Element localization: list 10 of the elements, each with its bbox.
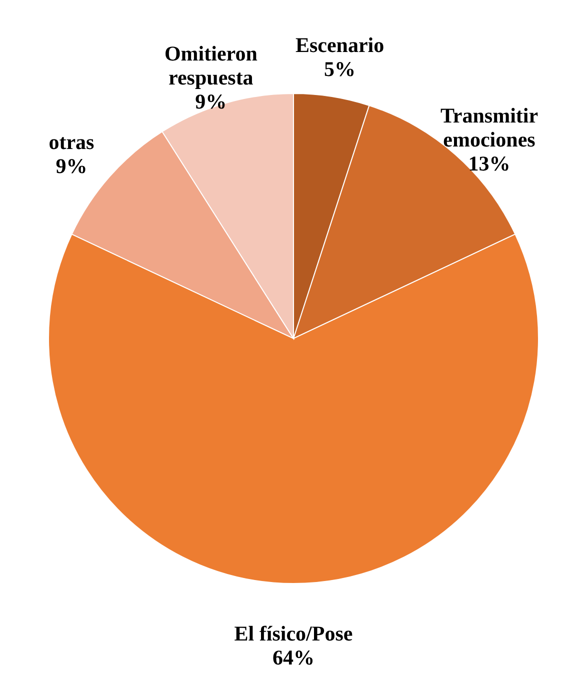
data-label: 5% bbox=[324, 57, 356, 82]
data-label: 64% bbox=[272, 646, 314, 670]
data-label: 9% bbox=[195, 89, 227, 114]
data-label: 13% bbox=[468, 151, 510, 176]
slice-label: Escenario bbox=[295, 33, 384, 58]
slice-label: El físico/Pose bbox=[234, 622, 353, 646]
slice-label: Omitieron respuesta bbox=[164, 41, 258, 90]
slice-label: otras bbox=[48, 130, 94, 154]
slice-label: Transmitir emociones bbox=[440, 103, 538, 152]
data-label: 9% bbox=[56, 154, 88, 178]
